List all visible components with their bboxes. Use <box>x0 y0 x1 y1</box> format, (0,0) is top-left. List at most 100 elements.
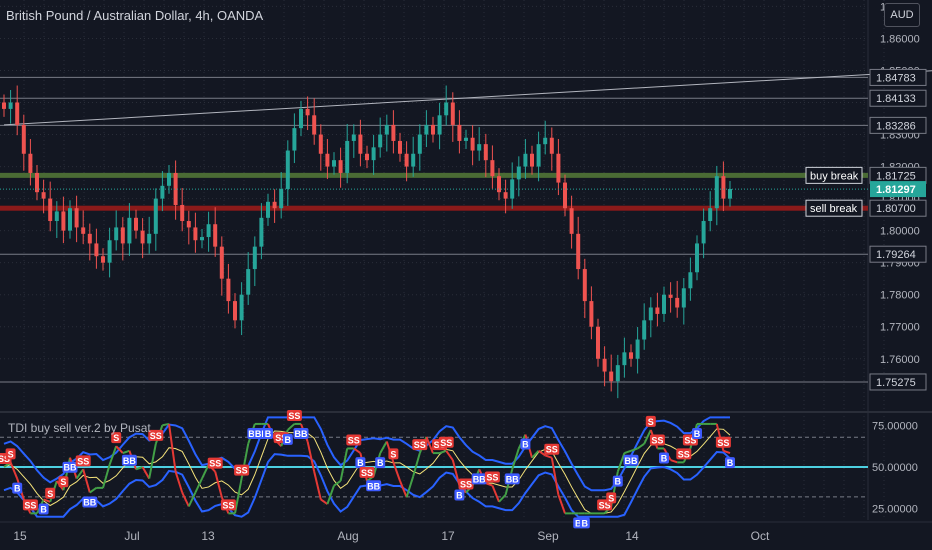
marker-label: SS <box>24 500 36 510</box>
candle-body <box>516 166 521 180</box>
sell-marker: S <box>58 476 69 488</box>
sell-marker: SS <box>484 471 500 483</box>
currency-button[interactable]: AUD <box>884 3 920 27</box>
marker-label: S <box>608 493 614 503</box>
rsi-segment <box>187 492 197 507</box>
candle-body <box>114 227 119 241</box>
marker-bg <box>263 427 273 439</box>
candle-body <box>279 188 284 209</box>
rsi-segment <box>643 429 652 445</box>
rsi-segment <box>445 450 454 461</box>
marker-bg <box>579 517 590 529</box>
marker-bg <box>659 452 669 464</box>
marker-label: SS <box>546 445 558 455</box>
sell-marker: SS <box>412 439 428 451</box>
buy-marker: BB <box>82 496 98 508</box>
marker-bg <box>520 438 531 450</box>
candle-body <box>332 160 336 167</box>
candle-body <box>246 269 251 295</box>
rsi-segment <box>194 478 203 493</box>
candle-body <box>153 198 158 234</box>
candle-body <box>312 115 317 135</box>
level-tag: sell break <box>810 203 858 215</box>
candle-body <box>728 188 732 199</box>
candle-body <box>206 224 211 238</box>
candle-body <box>470 137 475 151</box>
upper-band <box>3 416 730 492</box>
rsi-segment <box>181 492 190 507</box>
rsi-segment <box>287 423 296 431</box>
marker-bg <box>623 454 639 466</box>
candle-body <box>523 153 528 167</box>
last-price-box <box>870 181 926 198</box>
candle-body <box>338 160 343 173</box>
rsi-segment <box>531 450 540 459</box>
marker-label: B <box>14 484 21 494</box>
price-tick-label: 1.77000 <box>880 322 920 334</box>
buy-marker: BB <box>121 454 137 466</box>
marker-bg <box>82 496 98 508</box>
rsi-segment <box>425 436 434 454</box>
candle-body <box>101 256 105 263</box>
indicator-title: TDI buy sell ver.2 by Pusat <box>8 421 151 435</box>
sell-marker: SS <box>75 455 91 467</box>
level-tag-box <box>805 199 863 217</box>
sell-marker: SS <box>438 436 454 448</box>
price-tick-label: 1.76000 <box>880 354 920 366</box>
candle-body <box>411 153 416 167</box>
candle-body <box>378 134 383 148</box>
marker-bg <box>293 427 309 439</box>
candle-body <box>655 307 660 314</box>
rsi-segment <box>723 449 731 455</box>
rsi-segment <box>162 422 170 427</box>
marker-bg <box>148 429 164 441</box>
buy-marker: B <box>612 475 623 487</box>
marker-label: B <box>661 453 668 463</box>
sell-marker: S <box>45 487 56 499</box>
marker-label: B <box>265 429 272 439</box>
marker-label: SS <box>684 435 696 445</box>
marker-bg <box>286 409 302 421</box>
buy-marker: BB <box>471 473 487 485</box>
sell-marker: SS <box>207 457 223 469</box>
candle-body <box>675 297 680 308</box>
candle-body <box>543 137 548 145</box>
marker-label: B <box>456 491 463 501</box>
candle-body <box>173 172 178 205</box>
level-label: 1.84133 <box>876 93 916 105</box>
rsi-segment <box>498 494 507 503</box>
marker-bg <box>388 448 399 460</box>
sell-marker: SS <box>286 409 302 421</box>
rsi-segment <box>485 482 493 487</box>
marker-label: SS <box>288 411 300 421</box>
level-label: 1.80700 <box>876 203 916 215</box>
candle-body <box>497 176 501 193</box>
sell-marker: SS <box>649 434 665 446</box>
marker-label: B <box>694 429 701 439</box>
candle-body <box>358 134 363 154</box>
rsi-segment <box>637 442 645 450</box>
rsi-segment <box>82 469 91 493</box>
candle-body <box>193 227 198 241</box>
marker-label: SS <box>77 456 89 466</box>
marker-bg <box>346 434 362 446</box>
candle-body <box>140 230 145 244</box>
level-label: 1.84783 <box>876 72 916 84</box>
sell-marker: SS <box>359 466 375 478</box>
rsi-segment <box>670 459 678 464</box>
candle-body <box>596 326 600 359</box>
candle-body <box>569 208 574 234</box>
candle-body <box>272 201 277 209</box>
rsi-segment <box>122 449 130 455</box>
marker-label: B <box>357 458 364 468</box>
candle-body <box>404 153 409 167</box>
marker-bg <box>58 476 69 488</box>
marker-bg <box>359 466 375 478</box>
marker-label: B <box>377 458 384 468</box>
marker-label: BB <box>506 474 519 484</box>
candle-body <box>483 144 488 161</box>
buy-marker: B <box>659 452 669 464</box>
marker-label: SS <box>150 431 162 441</box>
